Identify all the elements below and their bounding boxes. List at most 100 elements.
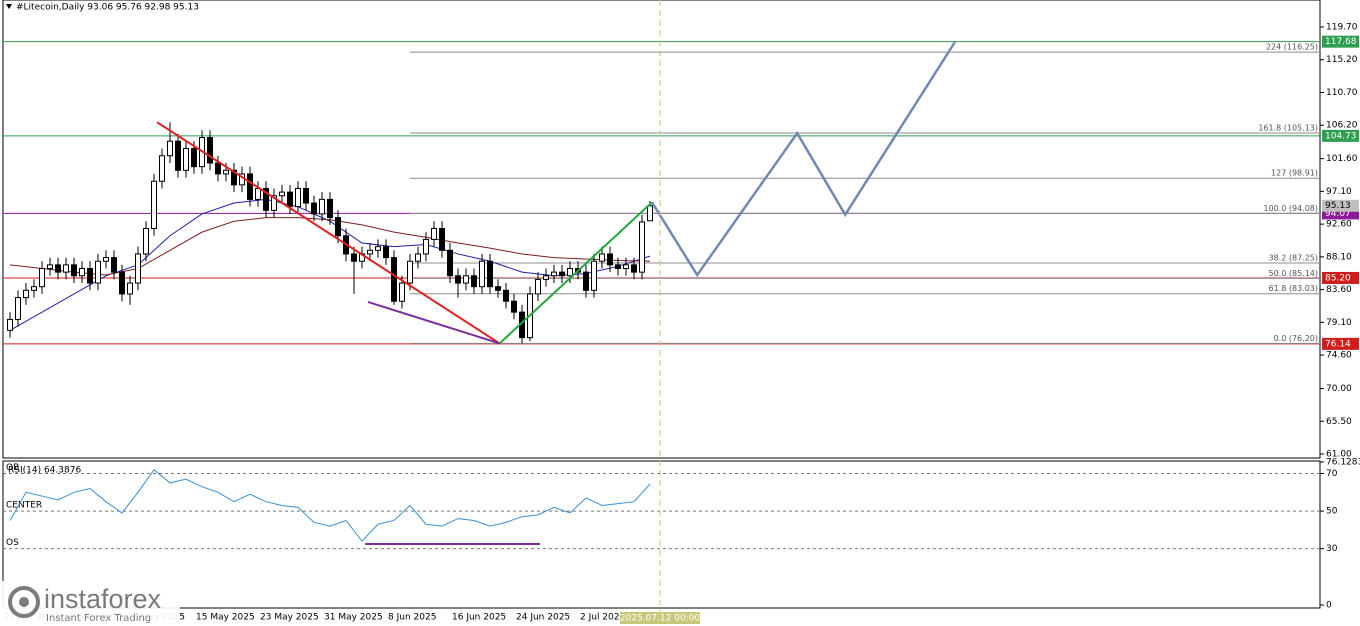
candle-body <box>431 227 437 240</box>
rsi-level-label: OB <box>6 463 19 473</box>
crosshair-box <box>620 612 700 624</box>
candle-body <box>63 264 69 273</box>
candle-body <box>551 271 557 277</box>
candle-body <box>439 227 445 251</box>
x-tick-label: 23 May 2025 <box>260 613 319 623</box>
level-tag <box>1322 337 1359 350</box>
candle-body <box>103 257 109 262</box>
candle-body <box>447 249 453 277</box>
candle-body <box>303 187 309 204</box>
candle-body <box>223 169 229 175</box>
level-tag-label: 94.07 <box>1325 209 1351 219</box>
candle-body <box>207 137 213 164</box>
x-tick-label: 24 Jun 2025 <box>516 613 570 623</box>
candle-body <box>79 268 85 277</box>
rsi-tick-label: 30 <box>1326 544 1338 554</box>
rsi-level-label: OS <box>6 538 19 548</box>
y-tick-label: 74.60 <box>1326 351 1352 361</box>
candle-body <box>471 275 477 288</box>
candle-body <box>23 289 29 299</box>
candle-body <box>159 155 165 182</box>
candle-body <box>495 286 501 291</box>
candle-body <box>511 300 517 313</box>
level-tag-label: 117.68 <box>1325 37 1357 47</box>
fib-label: 161.8 (105.13) <box>1258 123 1318 132</box>
fib-label: 127 (98.91) <box>1271 169 1318 178</box>
x-tick-label: 15 May 2025 <box>196 613 255 623</box>
rsi-tick-label: 0 <box>1326 601 1332 611</box>
candle-body <box>543 275 549 280</box>
x-tick-label: 2 Jul 2025 <box>580 613 625 623</box>
logo-icon-core <box>19 597 29 607</box>
y-tick-label: 65.50 <box>1326 417 1352 427</box>
candle-body <box>71 264 77 277</box>
y-tick-label: 101.60 <box>1326 154 1358 164</box>
y-tick-label: 88.10 <box>1326 252 1352 262</box>
candle-body <box>175 140 181 171</box>
logo: instaforex Instant Forex Trading <box>0 581 180 626</box>
candle-body <box>351 253 357 262</box>
rsi-tick-label: 76.1283 <box>1326 458 1360 468</box>
candle-body <box>7 318 13 331</box>
candle-body <box>15 297 21 320</box>
y-tick-label: 79.10 <box>1326 318 1352 328</box>
x-tick-label: 8 Jun 2025 <box>388 613 436 623</box>
price-tag-label: 95.13 <box>1325 201 1351 211</box>
candle-body <box>399 282 405 302</box>
rsi-tick-label: 50 <box>1326 507 1338 517</box>
chart-title: #Litecoin,Daily 93.06 95.76 92.98 95.13 <box>16 3 199 13</box>
candle-body <box>607 253 613 266</box>
candle-body <box>311 202 317 215</box>
indicator-title: RSI(14) 64.3876 <box>8 466 81 476</box>
candle-body <box>535 278 541 295</box>
candle-body <box>111 257 117 273</box>
candle-body <box>383 246 389 259</box>
fib-label: 50.0 (85.14) <box>1269 269 1319 278</box>
fib-label: 61.8 (83.03) <box>1269 284 1319 293</box>
rsi-level-label: CENTER <box>6 501 42 511</box>
y-tick-label: 61.00 <box>1326 449 1352 459</box>
y-tick-label: 110.70 <box>1326 88 1358 98</box>
candle-body <box>119 271 125 295</box>
candle-body <box>287 191 293 208</box>
level-tag-label: 104.73 <box>1325 131 1357 141</box>
candle-body <box>231 169 237 186</box>
level-tag-label: 76.14 <box>1325 339 1351 349</box>
y-tick-label: 97.10 <box>1326 187 1352 197</box>
candle-body <box>167 140 173 157</box>
candle-body <box>47 264 53 270</box>
logo-tagline: Instant Forex Trading <box>46 613 151 624</box>
candle-body <box>143 227 149 255</box>
candle-body <box>503 289 509 302</box>
candle-body <box>151 180 157 229</box>
y-tick-label: 115.20 <box>1326 55 1358 65</box>
candle-body <box>415 253 421 262</box>
logo-name: instaforex <box>44 584 162 614</box>
candle-body <box>183 147 189 171</box>
level-tag-label: 85.20 <box>1325 273 1351 283</box>
crosshair-label: 2025.07.12 00:00 <box>620 614 701 624</box>
candle-body <box>39 268 45 288</box>
candle-body <box>391 257 397 302</box>
level-tag <box>1322 35 1359 48</box>
price-tag <box>1322 199 1359 212</box>
fib-label: 100.0 (94.08) <box>1263 204 1318 213</box>
candle-body <box>215 162 221 175</box>
projection-path <box>650 41 956 278</box>
y-tick-label: 92.60 <box>1326 220 1352 230</box>
candle-body <box>375 246 381 251</box>
candle-body <box>335 217 341 237</box>
candle-body <box>31 286 37 291</box>
y-tick-label: 83.60 <box>1326 285 1352 295</box>
candle-body <box>615 264 621 270</box>
fib-label: 0.0 (76.20) <box>1274 334 1318 343</box>
y-tick-label: 70.00 <box>1326 384 1352 394</box>
level-tag <box>1322 271 1359 284</box>
candle-body <box>631 264 637 273</box>
y-tick-label: 119.70 <box>1326 22 1358 32</box>
rsi-tick-label: 70 <box>1326 469 1338 479</box>
candle-body <box>319 198 325 215</box>
candle-body <box>263 187 269 211</box>
candle-body <box>487 260 493 288</box>
menu-arrow <box>6 4 12 9</box>
